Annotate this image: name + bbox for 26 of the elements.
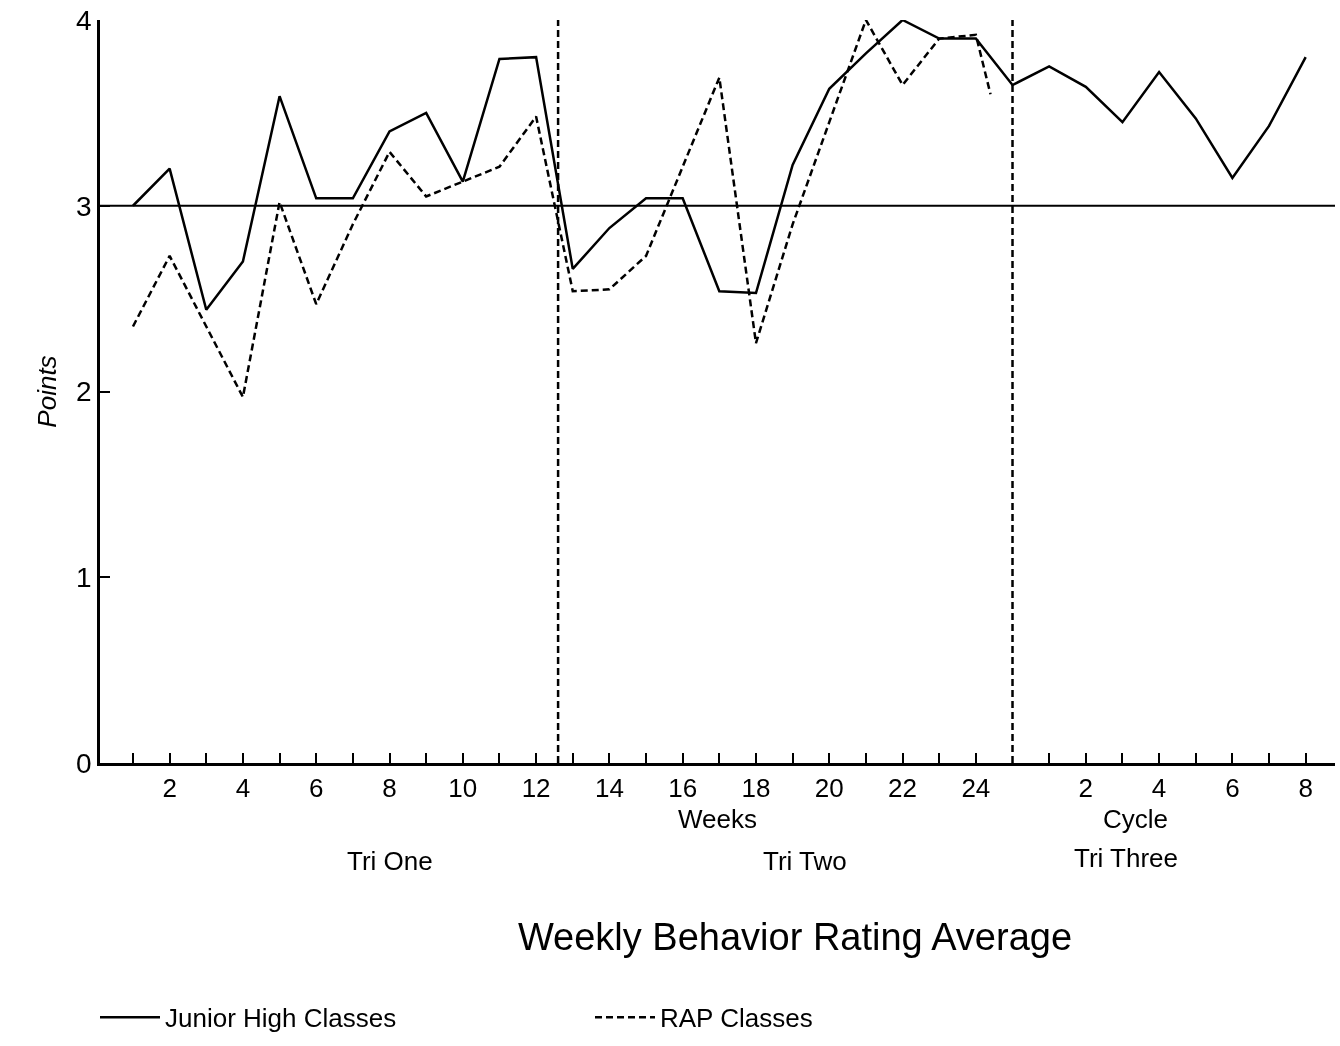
x-tick-label: 4 [235, 772, 251, 803]
y-tick-label: 0 [76, 747, 92, 779]
text: Cycle [1103, 804, 1169, 834]
x-tick-label: 24 [961, 772, 991, 803]
x-tick-label: 12 [521, 772, 551, 803]
x-tick-label: 22 [888, 772, 918, 803]
y-tick-label: 4 [76, 4, 92, 36]
x-tick-label: 10 [448, 772, 478, 803]
text: Tri Two [763, 846, 847, 876]
x-tick-label: 18 [741, 772, 771, 803]
y-axis-title: Points [32, 355, 63, 428]
x-tick-label: 8 [382, 772, 397, 803]
text: Weekly Behavior Rating Average [517, 916, 1073, 959]
y-tick-label: 3 [76, 190, 92, 222]
text: Tri One [347, 846, 433, 876]
x-tick-label: 2 [162, 772, 177, 803]
text: Tri Three [1074, 843, 1179, 873]
y-tick-label: 2 [76, 376, 92, 408]
x-tick-label: 6 [308, 772, 324, 803]
y-tick-label: 1 [76, 562, 92, 594]
x-tick-label: 14 [594, 772, 624, 803]
legend-label: Junior High Classes [165, 1003, 397, 1034]
x-axis-title: Weeks [678, 803, 757, 834]
x-tick-label: 16 [668, 772, 698, 803]
legend-label: RAP Classes [660, 1003, 813, 1034]
x-tick-label: 20 [814, 772, 844, 803]
